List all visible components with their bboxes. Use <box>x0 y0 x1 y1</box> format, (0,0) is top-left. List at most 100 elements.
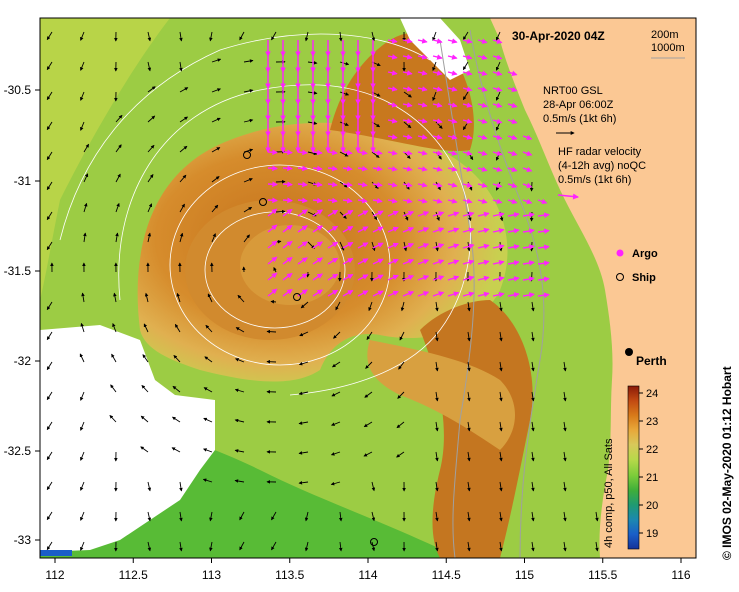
model-arrow <box>365 361 373 369</box>
radar-arrow <box>462 182 473 188</box>
model-arrow <box>467 481 471 492</box>
model-arrow <box>298 451 309 455</box>
radar-arrow <box>492 118 503 124</box>
cool-water-west <box>40 18 170 300</box>
radar-arrow <box>462 198 473 204</box>
y-tick-label: -33 <box>14 533 32 547</box>
radar-arrow <box>537 292 550 298</box>
model-arrow <box>115 232 119 243</box>
model-arrow <box>595 541 599 552</box>
model-arrow <box>234 479 245 483</box>
y-tick-label: -32.5 <box>4 444 32 458</box>
map-plot-area <box>40 18 696 558</box>
radar-arrow <box>417 291 430 297</box>
model-arrow <box>147 541 152 552</box>
model-arrow <box>371 511 376 522</box>
radar-arrow <box>417 38 428 44</box>
radar-arrow <box>357 242 369 249</box>
model-arrow <box>209 31 213 42</box>
radar-label-line2: (4-12h avg) noQC <box>558 160 646 172</box>
radar-arrow <box>507 166 518 172</box>
radar-arrow <box>402 226 415 233</box>
ship-marker <box>243 151 251 159</box>
radar-arrow <box>387 226 399 233</box>
radar-arrow <box>447 38 458 44</box>
model-arrow <box>335 301 341 311</box>
radar-arrow <box>432 134 443 140</box>
model-arrow <box>243 234 250 243</box>
radar-arrow <box>342 197 353 204</box>
model-arrow <box>234 449 245 453</box>
radar-arrow <box>417 54 428 60</box>
radar-arrow <box>402 258 415 265</box>
x-tick-label: 115 <box>515 568 534 582</box>
x-tick-label: 114.5 <box>432 568 461 582</box>
model-arrow <box>531 301 535 312</box>
radar-arrow <box>357 165 368 172</box>
radar-arrow <box>417 227 430 233</box>
radar-arrow <box>432 211 445 217</box>
radar-arrow <box>267 208 278 217</box>
radar-arrow <box>417 70 428 76</box>
radar-arrow <box>492 54 503 60</box>
model-arrow <box>142 354 149 363</box>
model-arrow <box>211 58 222 63</box>
ship-legend-icon <box>616 273 624 281</box>
radar-arrow <box>432 259 445 265</box>
model-arrow <box>211 176 220 183</box>
radar-arrow <box>372 210 384 217</box>
model-arrow <box>176 292 181 303</box>
model-velocity-arrows <box>46 31 599 552</box>
radar-arrow <box>492 259 505 266</box>
radar-arrow <box>387 166 398 172</box>
radar-arrow <box>357 274 369 281</box>
model-arrow <box>331 391 341 397</box>
radar-arrow <box>507 292 520 298</box>
radar-arrow <box>312 289 323 297</box>
radar-arrow <box>387 118 398 124</box>
model-arrow <box>331 421 341 426</box>
radar-arrow <box>282 165 293 172</box>
radar-arrow <box>372 274 384 281</box>
model-arrow <box>211 88 221 93</box>
radar-arrow <box>312 149 323 156</box>
radar-arrow <box>492 182 503 188</box>
model-arrow <box>179 174 187 183</box>
model-arrow <box>46 121 53 131</box>
model-arrow <box>403 181 410 190</box>
radar-arrow <box>312 241 323 249</box>
radar-arrow <box>342 209 354 217</box>
model-arrow <box>499 301 503 312</box>
ship-marker <box>259 198 267 206</box>
radar-arrow <box>342 273 354 281</box>
model-arrow <box>80 91 85 101</box>
radar-arrow <box>372 197 383 204</box>
radar-arrow <box>477 102 488 108</box>
model-arrow <box>243 59 254 63</box>
radar-arrow <box>417 86 428 92</box>
radar-arrow <box>507 228 520 234</box>
model-arrow <box>467 361 471 372</box>
no-data-west <box>40 325 215 552</box>
radar-arrow <box>492 291 505 298</box>
model-arrow <box>179 31 183 42</box>
radar-arrow <box>387 86 398 92</box>
radar-arrow <box>477 211 490 218</box>
model-arrow <box>243 89 254 93</box>
radar-arrow <box>447 259 460 265</box>
ssh-contour-outer <box>118 84 471 396</box>
model-arrow <box>140 446 149 453</box>
model-arrow <box>112 323 117 333</box>
radar-arrow <box>492 198 503 204</box>
radar-arrow <box>447 275 460 281</box>
model-arrow <box>435 331 439 342</box>
model-arrow <box>499 391 503 402</box>
radar-arrow <box>402 182 413 188</box>
radar-arrow <box>522 150 533 157</box>
model-arrow <box>435 301 439 312</box>
radar-arrow <box>267 240 278 249</box>
radar-arrow <box>462 38 473 44</box>
radar-arrow <box>462 166 473 172</box>
radar-arrow <box>477 243 490 250</box>
radar-arrow <box>492 70 503 76</box>
